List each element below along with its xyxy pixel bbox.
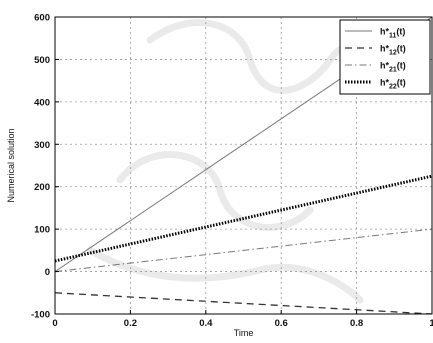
plot-frame	[54, 16, 433, 315]
series-line-4	[55, 174, 432, 263]
y-tick-label: 400	[34, 97, 50, 108]
x-tick-label: 0.8	[350, 318, 363, 329]
y-tick-label: 500	[34, 55, 50, 66]
legend-label-4: h*22(t)	[380, 78, 406, 91]
legend-label-3: h*21(t)	[380, 61, 406, 74]
x-tick-label: 0	[52, 318, 57, 329]
legend: h*11(t) h*12(t) h*21(t) h*22(t)	[339, 19, 431, 95]
legend-label-1: h*11(t)	[380, 27, 405, 40]
x-axis-label: Time	[234, 328, 254, 338]
y-tick-label: 0	[45, 267, 50, 278]
x-tick-label: 0.6	[275, 318, 288, 329]
y-tick-label: 600	[34, 13, 50, 24]
legend-label-2: h*12(t)	[380, 44, 406, 57]
y-tick-label: 200	[34, 182, 50, 193]
x-tick-label: 0.2	[124, 318, 137, 329]
series-line-2	[55, 292, 432, 314]
y-tick-label: 100	[34, 225, 50, 236]
x-tick-label: 1	[429, 318, 433, 329]
series-line-3	[55, 228, 432, 273]
y-tick-label: -100	[31, 310, 50, 321]
x-tick-label: 0.4	[199, 318, 213, 329]
y-tick-label: 300	[34, 140, 50, 151]
y-axis-label: Numerical solution	[6, 128, 16, 202]
